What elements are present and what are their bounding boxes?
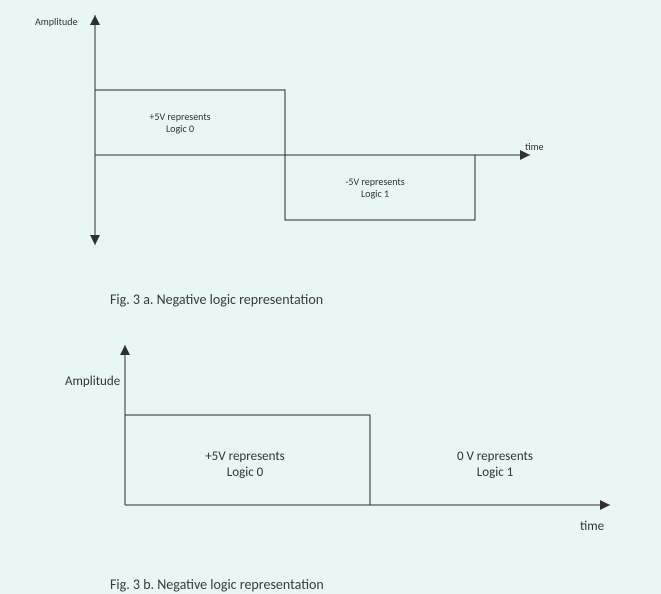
box-0-line2: Logic 0 — [227, 465, 264, 480]
box-1-line1: 0 V represents — [457, 449, 533, 464]
figure-3b-caption: Fig. 3 b. Negative logic representation — [110, 576, 324, 593]
figure-3b: Amplitude time +5V representsLogic 0 0 V re… — [0, 315, 661, 575]
y-axis-label: Amplitude — [35, 15, 77, 28]
box-0-line2: Logic 0 — [166, 122, 194, 135]
box-1-line2: Logic 1 — [477, 465, 513, 480]
box-0-line1: +5V represents — [205, 449, 285, 464]
x-axis-label: time — [525, 140, 544, 153]
x-axis-label: time — [580, 519, 604, 534]
figure-3a: Amplitudetime+5V representsLogic 0-5V re… — [0, 0, 661, 290]
figure-3a-caption: Fig. 3 a. Negative logic representation — [110, 291, 323, 308]
box-1-line2: Logic 1 — [361, 187, 389, 200]
y-axis-label: Amplitude — [65, 374, 120, 389]
